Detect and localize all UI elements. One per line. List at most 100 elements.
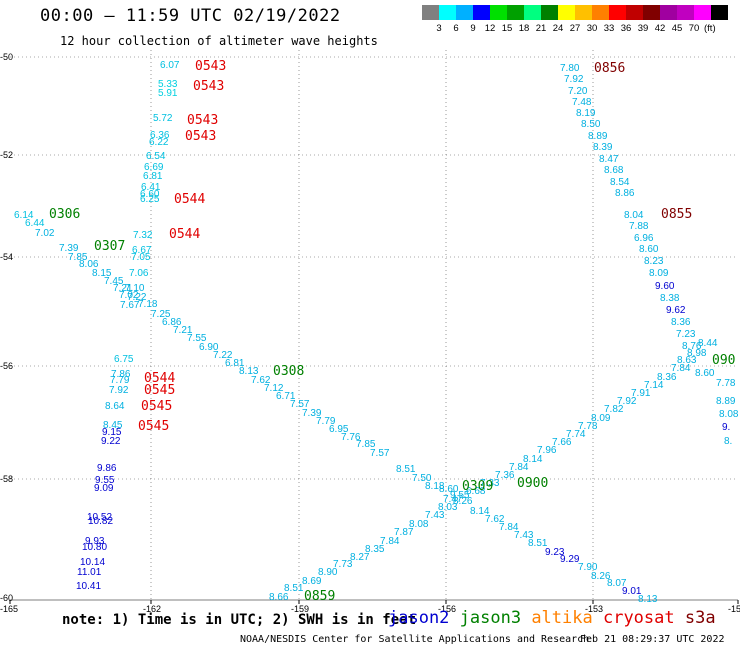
color-swatch bbox=[473, 5, 490, 20]
wave-height-value: 8.07 bbox=[607, 578, 627, 589]
wave-height-value: 7.43 bbox=[514, 530, 534, 541]
color-scale-label: 30 bbox=[586, 23, 598, 34]
wave-height-values: 6.075.335.915.726.366.226.546.696.816.41… bbox=[14, 60, 739, 605]
wave-height-value: 6.71 bbox=[276, 391, 296, 402]
color-scale-label: 6 bbox=[453, 23, 459, 34]
color-scale-label: 27 bbox=[569, 23, 581, 34]
wave-height-value: 6.41 bbox=[141, 182, 161, 193]
color-swatch bbox=[524, 5, 541, 20]
wave-height-value: 8.50 bbox=[581, 119, 601, 130]
color-scale-label: 3 bbox=[436, 23, 442, 34]
wave-height-value: 10.14 bbox=[80, 557, 105, 568]
wave-height-value: 8.60 bbox=[695, 368, 715, 379]
wave-height-value: 7.80 bbox=[560, 63, 580, 74]
wave-height-value: 7.22 bbox=[127, 292, 147, 303]
footer-note: note: 1) Time is in UTC; 2) SWH is in fe… bbox=[62, 612, 417, 628]
wave-height-value: 6.25 bbox=[140, 194, 160, 205]
wave-height-value: 10.82 bbox=[88, 516, 113, 527]
wave-height-value: 7.96 bbox=[537, 445, 557, 456]
wave-height-value: 8.23 bbox=[644, 256, 664, 267]
wave-height-value: 7.39 bbox=[302, 408, 322, 419]
wave-height-value: 7.84 bbox=[380, 536, 400, 547]
wave-height-value: 7.22 bbox=[213, 350, 233, 361]
wave-height-value: 7.92 bbox=[109, 385, 129, 396]
color-swatch bbox=[694, 5, 711, 20]
wave-height-value: 8.03 bbox=[438, 502, 458, 513]
wave-height-value: 8.54 bbox=[610, 177, 630, 188]
wave-height-value: 8.47 bbox=[599, 154, 619, 165]
color-scale-label: 39 bbox=[637, 23, 649, 34]
wave-height-value: 8.26 bbox=[453, 496, 473, 507]
wave-height-value: 8.14 bbox=[470, 506, 490, 517]
pass-time-label: 0859 bbox=[304, 589, 335, 604]
wave-height-value: 8.45 bbox=[103, 420, 123, 431]
wave-height-value: 9.01 bbox=[622, 586, 642, 597]
wave-height-value: 7.33 bbox=[480, 478, 500, 489]
wave-height-value: 5.91 bbox=[158, 88, 178, 99]
y-tick-label: -52 bbox=[0, 150, 13, 160]
map-axes: -165 -162 -159 -156 -153 -150 -50 -52 -54 -56 -58 -… bbox=[0, 52, 740, 614]
wave-height-value: 8.08 bbox=[409, 519, 429, 530]
wave-height-value: 7.79 bbox=[316, 416, 336, 427]
wave-height-value: 8.89 bbox=[588, 131, 608, 142]
pass-time-label: 0307 bbox=[94, 239, 125, 254]
color-swatch bbox=[592, 5, 609, 20]
color-swatch bbox=[541, 5, 558, 20]
pass-time-label: 0855 bbox=[661, 207, 692, 222]
pass-time-label: 0856 bbox=[594, 61, 625, 76]
wave-height-value: 8.64 bbox=[105, 401, 125, 412]
y-tick-label: -56 bbox=[0, 361, 13, 371]
color-swatch bbox=[456, 5, 473, 20]
wave-height-value: 8.89 bbox=[716, 396, 736, 407]
wave-height-value: 7.36 bbox=[495, 470, 515, 481]
color-swatch bbox=[711, 5, 728, 20]
wave-height-value: 7.47 bbox=[443, 494, 463, 505]
wave-height-value: 8.36 bbox=[671, 317, 691, 328]
wave-height-value: 7.05 bbox=[131, 252, 151, 263]
wave-height-value: 8.60 bbox=[639, 244, 659, 255]
wave-height-value: 7.84 bbox=[671, 363, 691, 374]
wave-height-value: 6.44 bbox=[25, 218, 45, 229]
wave-height-value: 6.14 bbox=[14, 210, 34, 221]
color-scale-label: 9 bbox=[470, 23, 476, 34]
color-scale-label: 45 bbox=[671, 23, 683, 34]
color-swatch bbox=[660, 5, 677, 20]
color-scale-label: 21 bbox=[535, 23, 547, 34]
x-tick-label: -165 bbox=[0, 604, 18, 614]
wave-height-value: 6.90 bbox=[199, 342, 219, 353]
wave-height-value: 10.80 bbox=[82, 542, 107, 553]
wave-height-value: 8.51 bbox=[396, 464, 416, 475]
wave-height-value: 7.06 bbox=[129, 268, 149, 279]
pass-time-label: 0545 bbox=[138, 419, 169, 434]
wave-height-value: 7.85 bbox=[68, 252, 88, 263]
wave-height-value: 8.27 bbox=[350, 552, 370, 563]
wave-height-value: 6.75 bbox=[114, 354, 134, 365]
wave-height-value: 8.69 bbox=[302, 576, 322, 587]
wave-height-value: 7.87 bbox=[394, 527, 414, 538]
wave-height-value: 8.09 bbox=[649, 268, 669, 279]
pass-time-label: 0545 bbox=[141, 399, 172, 414]
x-tick-label: -159 bbox=[291, 604, 309, 614]
wave-height-value: 7.76 bbox=[341, 432, 361, 443]
wave-height-value: 6.60 bbox=[140, 189, 160, 200]
wave-height-value: 8.44 bbox=[698, 338, 718, 349]
wave-height-value: 9.60 bbox=[655, 281, 675, 292]
wave-height-value: 7.48 bbox=[572, 97, 592, 108]
wave-height-value: 8.19 bbox=[576, 108, 596, 119]
wave-height-value: 9.93 bbox=[85, 536, 105, 547]
wave-height-value: 7.73 bbox=[333, 559, 353, 570]
pass-time-label: 0308 bbox=[273, 364, 304, 379]
wave-height-value: 11.01 bbox=[77, 567, 102, 578]
wave-height-value: 7.02 bbox=[119, 290, 139, 301]
credit-text: NOAA/NESDIS Center for Satellite Applica… bbox=[240, 634, 590, 645]
color-swatch bbox=[422, 5, 439, 20]
wave-height-value: 8.36 bbox=[657, 372, 677, 383]
wave-height-value: 8.39 bbox=[593, 142, 613, 153]
wave-height-value: 8.98 bbox=[687, 348, 707, 359]
pass-time-label: 0543 bbox=[195, 59, 226, 74]
wave-height-value: 8.60 bbox=[439, 484, 459, 495]
color-scale-label: 70 bbox=[688, 23, 700, 34]
wave-height-value: 10.41 bbox=[76, 581, 101, 592]
color-swatch bbox=[626, 5, 643, 20]
wave-height-value: 7.91 bbox=[631, 388, 651, 399]
